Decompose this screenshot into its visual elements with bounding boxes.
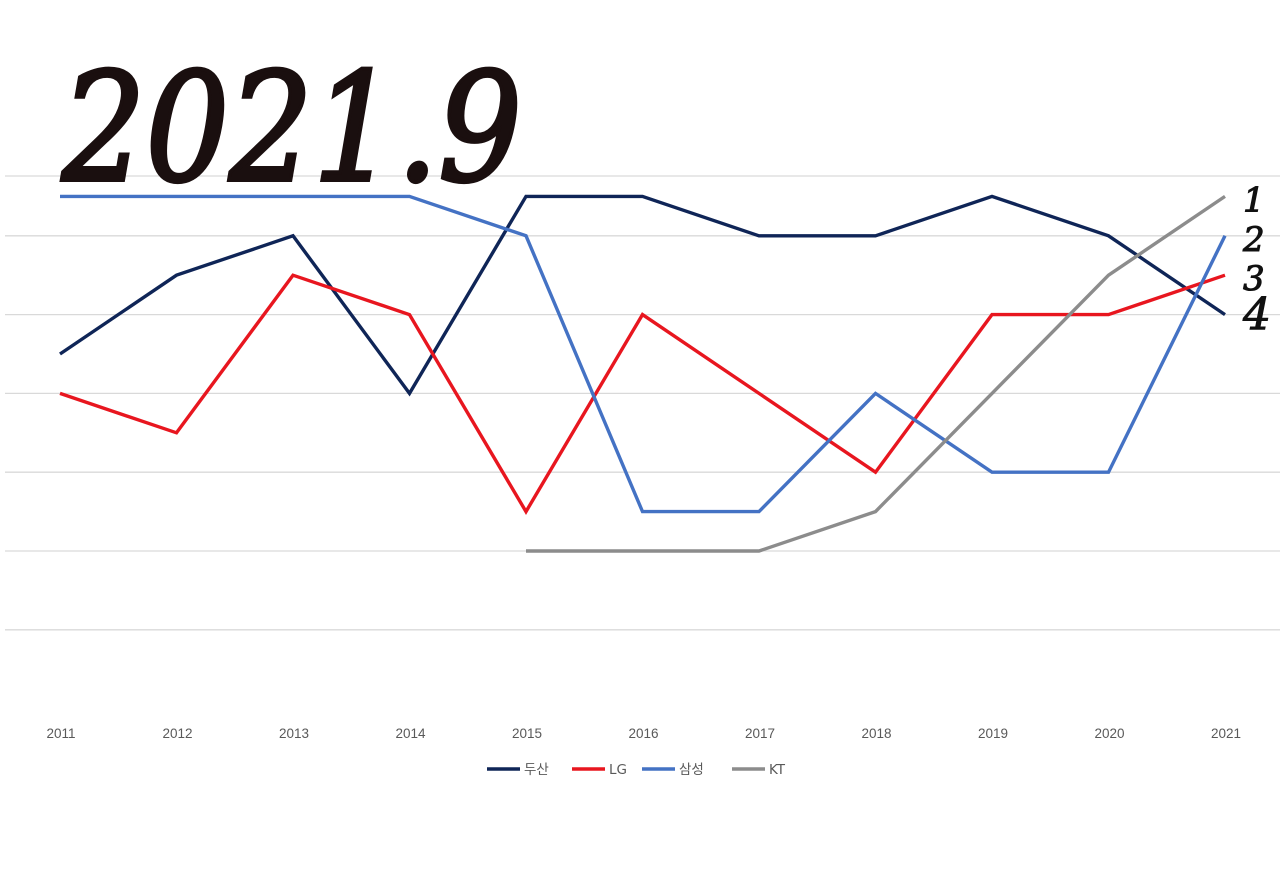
legend-label: KT xyxy=(769,762,786,778)
gridlines xyxy=(5,175,1280,631)
x-tick-label: 2017 xyxy=(745,726,775,741)
legend-label: LG xyxy=(609,762,627,778)
legend-label: 삼성 xyxy=(679,762,704,778)
x-tick-label: 2014 xyxy=(395,726,426,741)
x-tick-label: 2019 xyxy=(978,726,1008,741)
series-line-2 xyxy=(59,273,1226,515)
x-tick-label: 2013 xyxy=(279,726,309,741)
x-tick-label: 2020 xyxy=(1094,726,1124,741)
handwritten-title: 2021.9 xyxy=(61,42,522,216)
x-tick-label: 2012 xyxy=(162,726,192,741)
series-line-4 xyxy=(526,194,1226,553)
x-tick-label: 2021 xyxy=(1211,726,1241,741)
legend: 두산 LG 삼성 KT xyxy=(487,762,786,778)
rank-label-2: 2 xyxy=(1242,220,1265,260)
series-line-1 xyxy=(59,194,1226,397)
rank-label-3: 3 xyxy=(1243,259,1265,299)
x-tick-label: 2018 xyxy=(861,726,891,741)
x-axis-tick-labels: 2011 2012 2013 2014 2015 2016 2017 2018 2019 2020… xyxy=(46,726,1241,741)
legend-label: 두산 xyxy=(524,762,549,778)
x-tick-label: 2011 xyxy=(46,726,75,741)
rank-label-1: 1 xyxy=(1243,180,1265,220)
rank-label-4: 4 xyxy=(1242,290,1271,341)
series-lines xyxy=(59,194,1227,553)
series-line-3 xyxy=(60,194,1227,514)
x-tick-label: 2015 xyxy=(512,726,542,741)
x-tick-label: 2016 xyxy=(628,726,658,741)
